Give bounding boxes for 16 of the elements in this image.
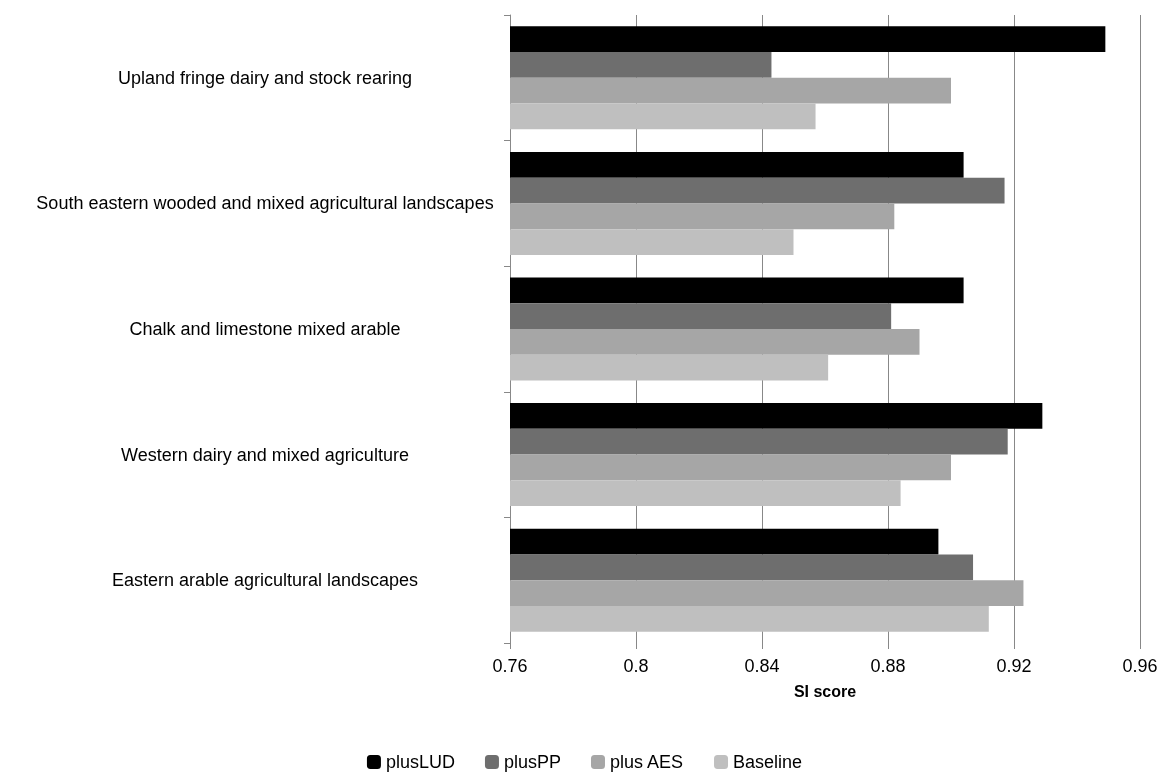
x-axis-title: SI score bbox=[793, 682, 857, 700]
x-tick-label: 0.76 bbox=[492, 656, 528, 676]
x-tick-label: 0.96 bbox=[1122, 656, 1158, 676]
legend-label: plusLUD bbox=[385, 752, 455, 772]
y-tick-label: Eastern arable agricultural landscapes bbox=[111, 570, 419, 591]
x-tick-label: 0.8 bbox=[623, 656, 649, 676]
y-tick-label: Upland fringe dairy and stock rearing bbox=[117, 67, 413, 88]
x-tick-label: 0.84 bbox=[744, 656, 780, 676]
x-tick-label: 0.88 bbox=[870, 656, 906, 676]
y-tick-label: Chalk and limestone mixed arable bbox=[129, 319, 401, 339]
x-tick-label: 0.92 bbox=[996, 656, 1032, 676]
y-tick-label: Western dairy and mixed agriculture bbox=[121, 444, 409, 465]
legend-label: plus AES bbox=[609, 752, 684, 772]
y-tick-label: South eastern wooded and mixed agricultural landscapes bbox=[36, 193, 494, 214]
legend-label: plusPP bbox=[503, 752, 561, 772]
legend-label: Baseline bbox=[733, 752, 803, 772]
